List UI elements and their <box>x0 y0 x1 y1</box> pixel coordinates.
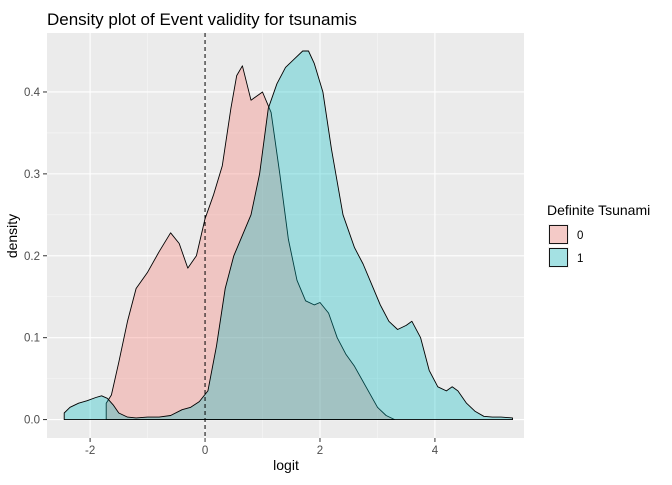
legend-swatch-0 <box>549 225 568 244</box>
y-axis-label: density <box>4 214 20 258</box>
y-tick-label: 0.4 <box>24 87 41 99</box>
chart-title: Density plot of Event validity for tsuna… <box>47 10 357 29</box>
y-tick-label: 0.0 <box>24 415 40 427</box>
x-tick-label: 4 <box>432 445 439 457</box>
legend: Definite Tsunami 01 <box>547 202 650 268</box>
density-area-series-0 <box>105 65 396 421</box>
x-tick-label: -2 <box>85 445 95 457</box>
x-tick-label: 0 <box>202 445 208 457</box>
plot-panel <box>47 33 524 438</box>
legend-swatch-1 <box>549 248 568 267</box>
legend-key-bg <box>548 247 569 268</box>
legend-label-1: 1 <box>577 253 583 265</box>
y-tick-label: 0.2 <box>24 251 40 263</box>
axes: -2 0 2 4 0.0 0.1 0.2 0.3 0.4 <box>24 87 439 457</box>
grid-major <box>47 33 524 438</box>
x-axis-label: logit <box>273 457 299 473</box>
legend-key-bg <box>548 224 569 245</box>
y-tick-label: 0.3 <box>24 169 40 181</box>
y-tick-label: 0.1 <box>24 333 40 345</box>
density-area-series-1 <box>63 50 513 421</box>
legend-label-0: 0 <box>577 230 583 242</box>
legend-title: Definite Tsunami <box>547 202 650 218</box>
legend-keys: 01 <box>548 224 583 268</box>
x-tick-label: 2 <box>317 445 323 457</box>
density-areas <box>63 50 513 421</box>
